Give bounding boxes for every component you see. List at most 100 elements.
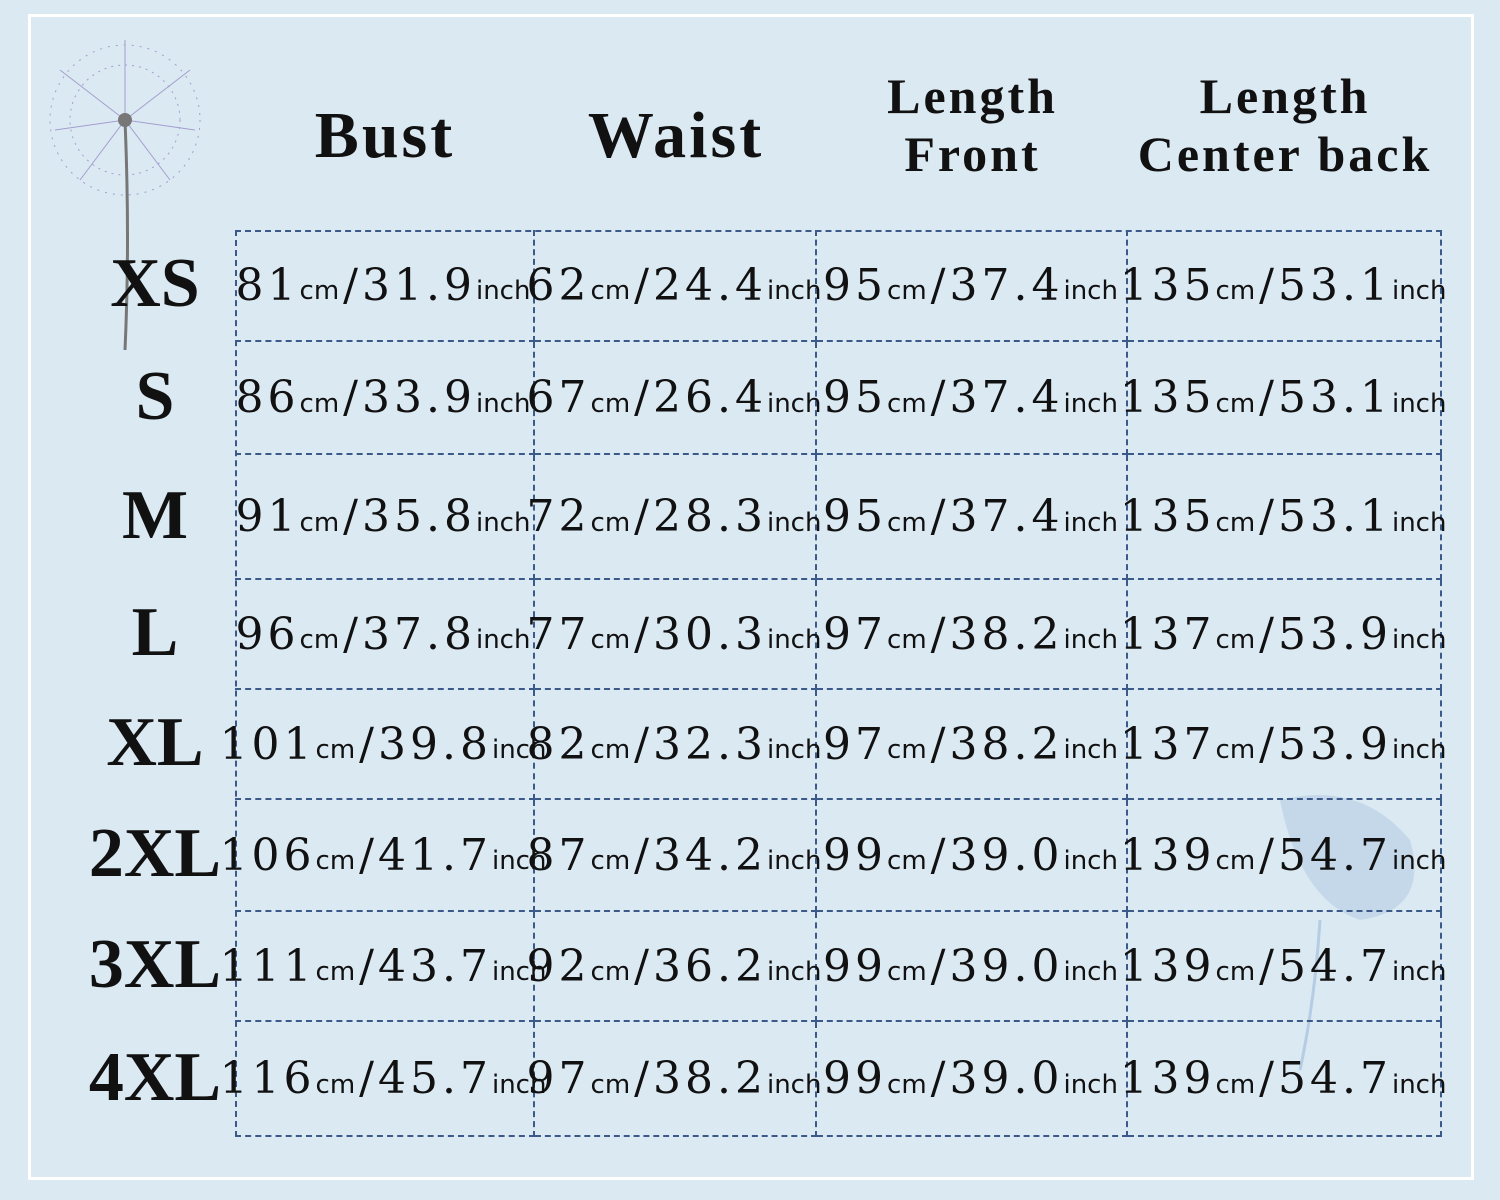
column-header: Bust <box>235 98 535 174</box>
measure-cell: 91 cm/35.8 inch <box>235 455 535 580</box>
inch-value: 38.2 <box>949 718 1064 770</box>
separator: / <box>343 491 358 542</box>
measure-cell: 67 cm/26.4 inch <box>527 342 821 455</box>
cm-value: 87 <box>526 829 591 881</box>
size-label: S <box>135 357 175 435</box>
cm-value: 96 <box>235 608 300 660</box>
separator: / <box>359 829 374 881</box>
separator: / <box>634 1053 649 1104</box>
column-header: Length Center back <box>1128 68 1442 183</box>
inch-value: 38.2 <box>653 1053 767 1104</box>
inch-unit: inch <box>766 1069 822 1100</box>
inch-unit: inch <box>475 625 531 655</box>
inch-unit: inch <box>1391 507 1447 538</box>
inch-value: 32.3 <box>653 718 767 770</box>
separator: / <box>634 940 649 992</box>
header-line: Bust <box>314 99 456 172</box>
cm-value: 135 <box>1119 372 1216 423</box>
cm-unit: cm <box>590 957 631 987</box>
separator: / <box>930 259 946 311</box>
column-header: Length Front <box>817 68 1128 183</box>
cm-value: 82 <box>526 718 591 770</box>
inch-value: 38.2 <box>949 608 1064 660</box>
separator: / <box>1259 608 1274 660</box>
inch-unit: inch <box>1391 276 1447 306</box>
cm-value: 92 <box>526 940 591 992</box>
cm-value: 135 <box>1119 491 1216 542</box>
cm-unit: cm <box>887 625 927 655</box>
inch-unit: inch <box>1063 735 1118 765</box>
cm-value: 67 <box>526 372 591 423</box>
size-label: M <box>121 476 189 554</box>
inch-unit: inch <box>491 735 547 765</box>
separator: / <box>359 940 374 992</box>
cm-unit: cm <box>299 276 340 306</box>
measure-cell: 137 cm/53.9 inch <box>1120 690 1446 800</box>
column-header: Waist <box>535 98 817 174</box>
measure-cell: 92 cm/36.2 inch <box>527 912 821 1022</box>
size-label: 3XL <box>88 926 222 1003</box>
cm-unit: cm <box>887 735 927 765</box>
header-line: Length <box>887 68 1058 124</box>
cm-unit: cm <box>590 735 631 765</box>
separator: / <box>1259 1053 1274 1104</box>
inch-unit: inch <box>1063 388 1118 419</box>
measure-cell: 99 cm/39.0 inch <box>817 800 1128 912</box>
measure-cell: 96 cm/37.8 inch <box>235 580 535 690</box>
size-label: L <box>131 594 179 671</box>
inch-unit: inch <box>766 276 822 306</box>
inch-value: 41.7 <box>378 829 492 881</box>
inch-value: 37.8 <box>362 608 476 660</box>
inch-value: 39.0 <box>949 1053 1064 1104</box>
cm-unit: cm <box>315 735 356 765</box>
inch-unit: inch <box>1391 957 1447 987</box>
inch-unit: inch <box>1063 957 1118 987</box>
separator: / <box>1259 372 1274 423</box>
measure-cell: 95 cm/37.4 inch <box>817 342 1128 455</box>
measure-cell: 135 cm/53.1 inch <box>1120 342 1446 455</box>
cm-unit: cm <box>590 507 631 538</box>
inch-value: 45.7 <box>378 1053 492 1104</box>
cm-value: 101 <box>219 718 316 770</box>
cm-unit: cm <box>1215 625 1256 655</box>
measure-cell: 139 cm/54.7 inch <box>1120 800 1446 912</box>
separator: / <box>930 940 946 992</box>
separator: / <box>634 718 649 770</box>
cm-unit: cm <box>315 846 356 876</box>
cm-value: 97 <box>823 718 888 770</box>
cm-value: 137 <box>1119 608 1216 660</box>
cm-value: 95 <box>823 259 888 311</box>
measure-cell: 111 cm/43.7 inch <box>220 912 546 1022</box>
cm-unit: cm <box>299 388 340 419</box>
measure-cell: 97 cm/38.2 inch <box>817 580 1128 690</box>
inch-unit: inch <box>766 507 822 538</box>
measure-cell: 87 cm/34.2 inch <box>527 800 821 912</box>
inch-value: 24.4 <box>653 259 767 311</box>
size-label: XS <box>110 245 200 322</box>
inch-unit: inch <box>491 1069 547 1100</box>
separator: / <box>343 259 358 311</box>
cm-value: 139 <box>1119 1053 1216 1104</box>
cm-unit: cm <box>315 1069 356 1100</box>
inch-unit: inch <box>1063 846 1118 876</box>
cm-unit: cm <box>1215 507 1256 538</box>
measure-cell: 99 cm/39.0 inch <box>817 1022 1128 1137</box>
cm-unit: cm <box>1215 735 1256 765</box>
frame <box>28 14 1474 1180</box>
separator: / <box>1259 259 1274 311</box>
measure-cell: 95 cm/37.4 inch <box>817 230 1128 342</box>
cm-value: 97 <box>823 608 888 660</box>
cm-value: 106 <box>219 829 316 881</box>
inch-value: 28.3 <box>653 491 767 542</box>
inch-value: 37.4 <box>949 259 1064 311</box>
measure-cell: 139 cm/54.7 inch <box>1120 1022 1446 1137</box>
inch-unit: inch <box>1063 1069 1118 1100</box>
measure-cell: 99 cm/39.0 inch <box>817 912 1128 1022</box>
inch-unit: inch <box>1391 735 1447 765</box>
header-line: Length <box>1199 68 1371 124</box>
cm-value: 116 <box>219 1053 316 1104</box>
cm-value: 99 <box>823 940 888 992</box>
inch-value: 43.7 <box>378 940 492 992</box>
cm-value: 99 <box>823 1053 888 1104</box>
